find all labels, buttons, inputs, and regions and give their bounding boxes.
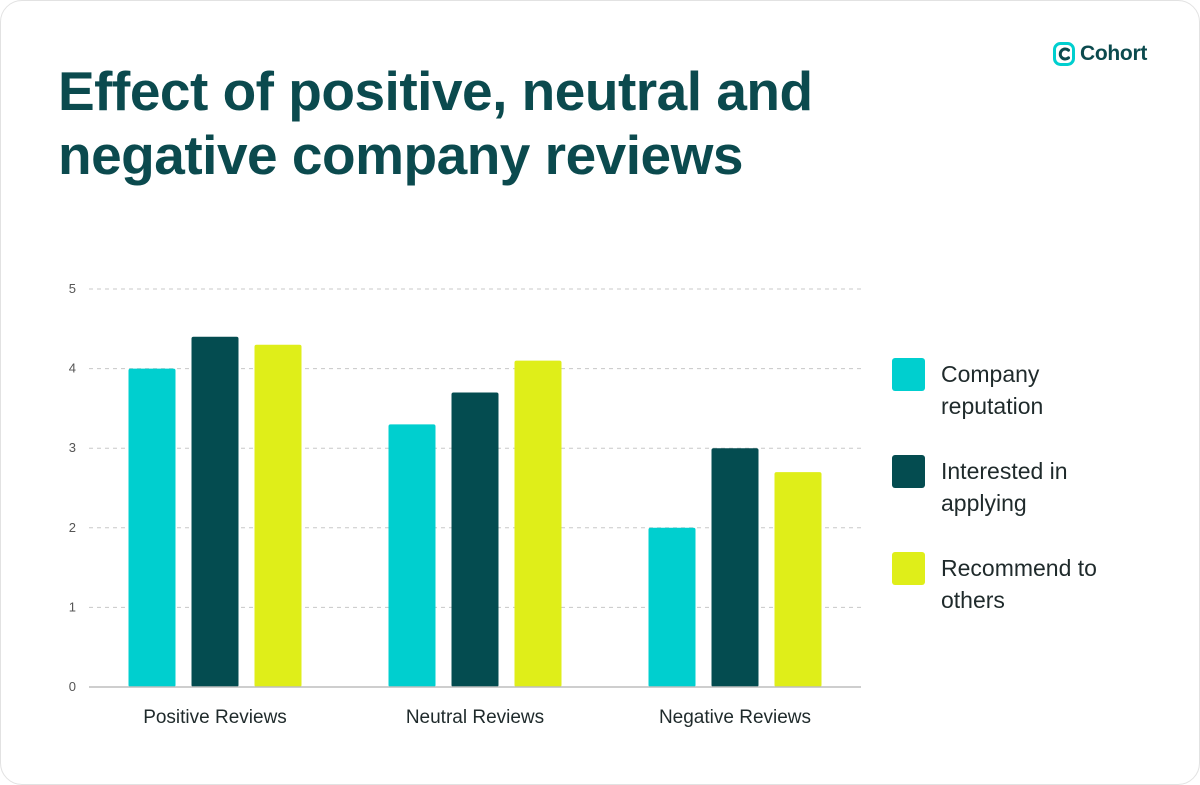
- bar: [451, 392, 499, 687]
- y-tick-label: 2: [69, 520, 76, 535]
- legend-label-company-reputation: Company reputation: [941, 361, 1044, 419]
- y-tick-label: 1: [69, 599, 76, 614]
- legend-item-recommend-to-others: Recommend to others: [892, 552, 1152, 616]
- bar: [774, 472, 822, 687]
- cohort-logo: Cohort: [1053, 39, 1147, 69]
- bar: [128, 368, 176, 687]
- legend-label-interested-in-applying: Interested in applying: [941, 458, 1068, 516]
- bar: [514, 360, 562, 687]
- x-category-label: Positive Reviews: [143, 707, 287, 728]
- bar: [388, 424, 436, 687]
- bar: [191, 336, 239, 687]
- chart-legend: Company reputation Interested in applyin…: [892, 358, 1152, 649]
- x-category-label: Negative Reviews: [659, 707, 811, 728]
- y-tick-label: 0: [69, 679, 76, 694]
- legend-swatch-company-reputation: [892, 358, 925, 391]
- bar: [648, 527, 696, 687]
- legend-swatch-interested-in-applying: [892, 455, 925, 488]
- legend-label-recommend-to-others: Recommend to others: [941, 555, 1097, 613]
- legend-item-company-reputation: Company reputation: [892, 358, 1152, 422]
- chart-title: Effect of positive, neutral and negative…: [58, 60, 813, 186]
- bar: [711, 448, 759, 687]
- y-tick-label: 4: [69, 361, 76, 376]
- bar: [254, 344, 302, 687]
- x-category-label: Neutral Reviews: [406, 707, 544, 728]
- y-tick-label: 3: [69, 440, 76, 455]
- legend-item-interested-in-applying: Interested in applying: [892, 455, 1152, 519]
- logo-text: Cohort: [1080, 42, 1148, 65]
- legend-swatch-recommend-to-others: [892, 552, 925, 585]
- y-tick-label: 5: [69, 281, 76, 296]
- cohort-logo-icon: [1053, 42, 1075, 66]
